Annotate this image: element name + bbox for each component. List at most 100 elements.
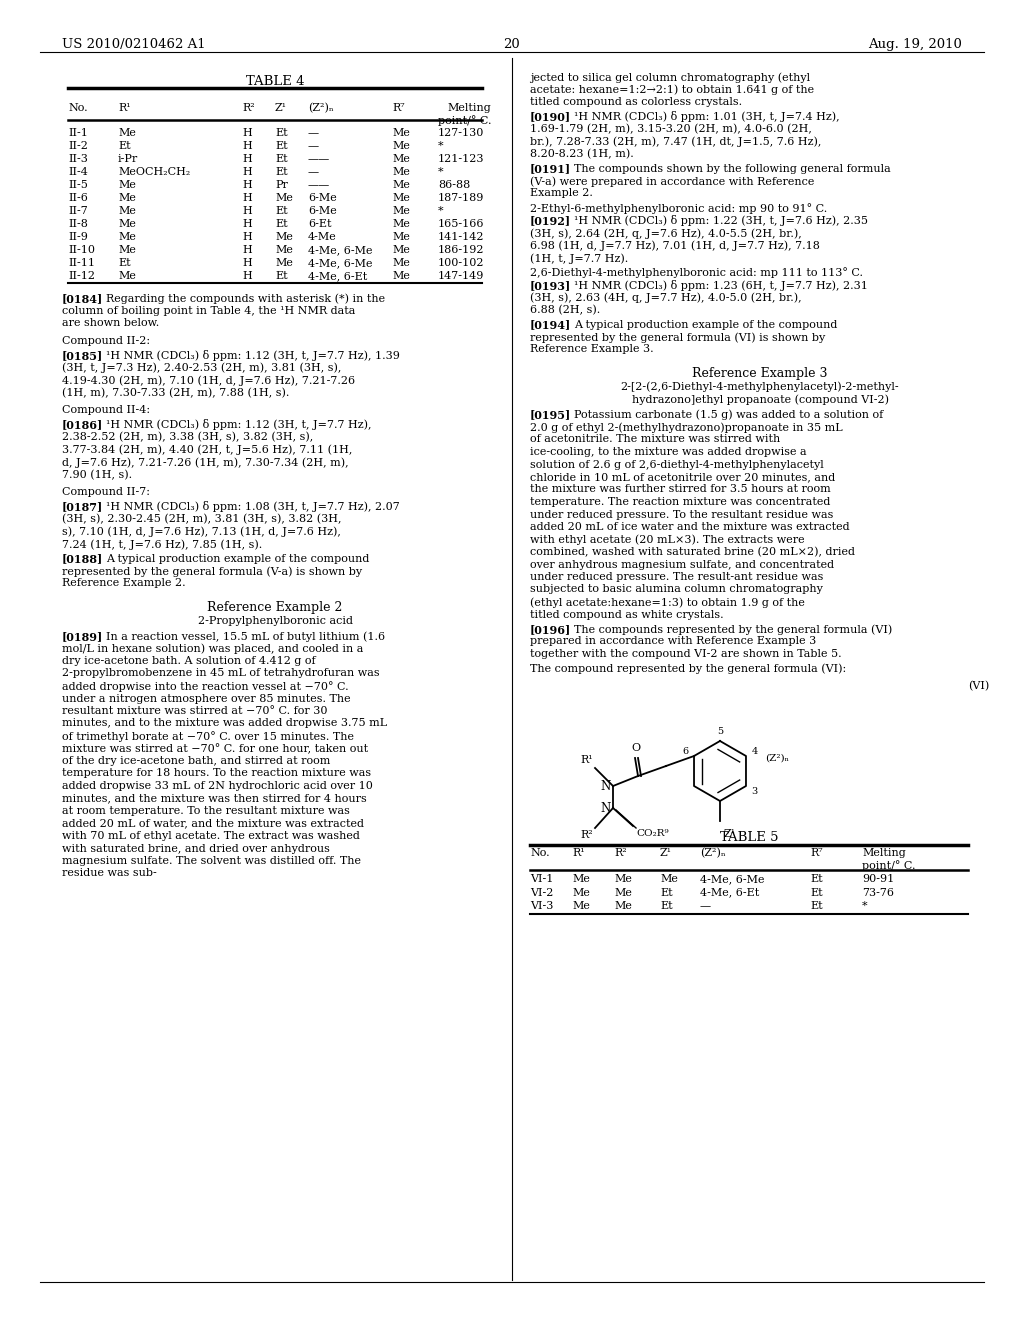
Text: 4.19-4.30 (2H, m), 7.10 (1H, d, J=7.6 Hz), 7.21-7.26: 4.19-4.30 (2H, m), 7.10 (1H, d, J=7.6 Hz… — [62, 375, 355, 385]
Text: 2,6-Diethyl-4-methylphenylboronic acid: mp 111 to 113° C.: 2,6-Diethyl-4-methylphenylboronic acid: … — [530, 268, 863, 279]
Text: Me: Me — [118, 180, 136, 190]
Text: solution of 2.6 g of 2,6-diethyl-4-methylphenylacetyl: solution of 2.6 g of 2,6-diethyl-4-methy… — [530, 459, 823, 470]
Text: *: * — [862, 902, 867, 911]
Text: dry ice-acetone bath. A solution of 4.412 g of: dry ice-acetone bath. A solution of 4.41… — [62, 656, 315, 667]
Text: Me: Me — [614, 902, 632, 911]
Text: Compound II-7:: Compound II-7: — [62, 487, 150, 498]
Text: [0188]: [0188] — [62, 553, 103, 565]
Text: Et: Et — [275, 168, 288, 177]
Text: Reference Example 3.: Reference Example 3. — [530, 345, 653, 355]
Text: 2-[2-(2,6-Diethyl-4-methylphenylacetyl)-2-methyl-: 2-[2-(2,6-Diethyl-4-methylphenylacetyl)-… — [621, 381, 899, 392]
Text: (1H, m), 7.30-7.33 (2H, m), 7.88 (1H, s).: (1H, m), 7.30-7.33 (2H, m), 7.88 (1H, s)… — [62, 388, 290, 397]
Text: Z¹: Z¹ — [275, 103, 287, 114]
Text: [0186]: [0186] — [62, 420, 103, 430]
Text: A typical production example of the compound: A typical production example of the comp… — [574, 319, 838, 330]
Text: Me: Me — [660, 874, 678, 884]
Text: Me: Me — [572, 887, 590, 898]
Text: 165-166: 165-166 — [438, 219, 484, 228]
Text: 3: 3 — [752, 787, 758, 796]
Text: II-9: II-9 — [68, 232, 88, 242]
Text: Melting
point/° C.: Melting point/° C. — [862, 847, 915, 871]
Text: Me: Me — [118, 193, 136, 203]
Text: R²: R² — [581, 830, 593, 840]
Text: represented by the general formula (V-a) is shown by: represented by the general formula (V-a)… — [62, 566, 362, 577]
Text: 5: 5 — [717, 726, 723, 735]
Text: under reduced pressure. The result-ant residue was: under reduced pressure. The result-ant r… — [530, 572, 823, 582]
Text: magnesium sulfate. The solvent was distilled off. The: magnesium sulfate. The solvent was disti… — [62, 855, 361, 866]
Text: of acetonitrile. The mixture was stirred with: of acetonitrile. The mixture was stirred… — [530, 434, 780, 445]
Text: 6.88 (2H, s).: 6.88 (2H, s). — [530, 305, 600, 315]
Text: H: H — [242, 271, 252, 281]
Text: 4-Me: 4-Me — [308, 232, 337, 242]
Text: residue was sub-: residue was sub- — [62, 869, 157, 879]
Text: Et: Et — [275, 219, 288, 228]
Text: Et: Et — [660, 887, 673, 898]
Text: II-10: II-10 — [68, 246, 95, 255]
Text: [0187]: [0187] — [62, 502, 103, 512]
Text: H: H — [242, 257, 252, 268]
Text: 147-149: 147-149 — [438, 271, 484, 281]
Text: 2-Propylphenylboronic acid: 2-Propylphenylboronic acid — [198, 615, 352, 626]
Text: —: — — [308, 128, 319, 139]
Text: CO₂R⁹: CO₂R⁹ — [636, 829, 669, 838]
Text: Et: Et — [118, 141, 131, 150]
Text: Me: Me — [614, 887, 632, 898]
Text: under reduced pressure. To the resultant residue was: under reduced pressure. To the resultant… — [530, 510, 834, 520]
Text: H: H — [242, 206, 252, 216]
Text: hydrazono]ethyl propanoate (compound VI-2): hydrazono]ethyl propanoate (compound VI-… — [632, 393, 889, 404]
Text: US 2010/0210462 A1: US 2010/0210462 A1 — [62, 38, 206, 51]
Text: (3H, t, J=7.3 Hz), 2.40-2.53 (2H, m), 3.81 (3H, s),: (3H, t, J=7.3 Hz), 2.40-2.53 (2H, m), 3.… — [62, 363, 341, 374]
Text: 4-Me, 6-Me: 4-Me, 6-Me — [308, 246, 373, 255]
Text: H: H — [242, 141, 252, 150]
Text: combined, washed with saturated brine (20 mL×2), dried: combined, washed with saturated brine (2… — [530, 546, 855, 557]
Text: temperature. The reaction mixture was concentrated: temperature. The reaction mixture was co… — [530, 498, 830, 507]
Text: temperature for 18 hours. To the reaction mixture was: temperature for 18 hours. To the reactio… — [62, 768, 371, 779]
Text: 73-76: 73-76 — [862, 887, 894, 898]
Text: 86-88: 86-88 — [438, 180, 470, 190]
Text: 141-142: 141-142 — [438, 232, 484, 242]
Text: 4-Me, 6-Me: 4-Me, 6-Me — [308, 257, 373, 268]
Text: Et: Et — [275, 206, 288, 216]
Text: Me: Me — [118, 219, 136, 228]
Text: added 20 mL of ice water and the mixture was extracted: added 20 mL of ice water and the mixture… — [530, 521, 850, 532]
Text: Me: Me — [392, 193, 410, 203]
Text: (VI): (VI) — [968, 681, 989, 692]
Text: —: — — [308, 141, 319, 150]
Text: II-8: II-8 — [68, 219, 88, 228]
Text: Me: Me — [392, 232, 410, 242]
Text: ¹H NMR (CDCl₃) δ ppm: 1.12 (3H, t, J=7.7 Hz), 1.39: ¹H NMR (CDCl₃) δ ppm: 1.12 (3H, t, J=7.7… — [106, 350, 400, 360]
Text: Me: Me — [275, 246, 293, 255]
Text: 2.38-2.52 (2H, m), 3.38 (3H, s), 3.82 (3H, s),: 2.38-2.52 (2H, m), 3.38 (3H, s), 3.82 (3… — [62, 432, 313, 442]
Text: VI-2: VI-2 — [530, 887, 553, 898]
Text: 100-102: 100-102 — [438, 257, 484, 268]
Text: of the dry ice-acetone bath, and stirred at room: of the dry ice-acetone bath, and stirred… — [62, 756, 331, 766]
Text: minutes, and to the mixture was added dropwise 3.75 mL: minutes, and to the mixture was added dr… — [62, 718, 387, 729]
Text: Et: Et — [118, 257, 131, 268]
Text: Pr: Pr — [275, 180, 288, 190]
Text: The compound represented by the general formula (VI):: The compound represented by the general … — [530, 664, 846, 675]
Text: 4-Me, 6-Et: 4-Me, 6-Et — [700, 887, 759, 898]
Text: —: — — [308, 168, 319, 177]
Text: [0184]: [0184] — [62, 293, 103, 304]
Text: 8.20-8.23 (1H, m).: 8.20-8.23 (1H, m). — [530, 149, 634, 160]
Text: R²: R² — [614, 847, 627, 858]
Text: (3H, s), 2.64 (2H, q, J=7.6 Hz), 4.0-5.5 (2H, br.),: (3H, s), 2.64 (2H, q, J=7.6 Hz), 4.0-5.5… — [530, 228, 802, 239]
Text: added 20 mL of water, and the mixture was extracted: added 20 mL of water, and the mixture wa… — [62, 818, 364, 829]
Text: ¹H NMR (CDCl₃) δ ppm: 1.23 (6H, t, J=7.7 Hz), 2.31: ¹H NMR (CDCl₃) δ ppm: 1.23 (6H, t, J=7.7… — [574, 280, 868, 290]
Text: ¹H NMR (CDCl₃) δ ppm: 1.08 (3H, t, J=7.7 Hz), 2.07: ¹H NMR (CDCl₃) δ ppm: 1.08 (3H, t, J=7.7… — [106, 502, 399, 512]
Text: Me: Me — [572, 874, 590, 884]
Text: Compound II-2:: Compound II-2: — [62, 335, 151, 346]
Text: 4: 4 — [752, 747, 758, 755]
Text: Me: Me — [392, 271, 410, 281]
Text: column of boiling point in Table 4, the ¹H NMR data: column of boiling point in Table 4, the … — [62, 305, 355, 315]
Text: 127-130: 127-130 — [438, 128, 484, 139]
Text: 6-Me: 6-Me — [308, 206, 337, 216]
Text: Melting
point/° C.: Melting point/° C. — [438, 103, 492, 125]
Text: VI-3: VI-3 — [530, 902, 553, 911]
Text: Z¹: Z¹ — [724, 829, 736, 840]
Text: [0194]: [0194] — [530, 319, 571, 330]
Text: 6.98 (1H, d, J=7.7 Hz), 7.01 (1H, d, J=7.7 Hz), 7.18: 6.98 (1H, d, J=7.7 Hz), 7.01 (1H, d, J=7… — [530, 240, 820, 251]
Text: R¹: R¹ — [572, 847, 585, 858]
Text: II-4: II-4 — [68, 168, 88, 177]
Text: 6-Me: 6-Me — [308, 193, 337, 203]
